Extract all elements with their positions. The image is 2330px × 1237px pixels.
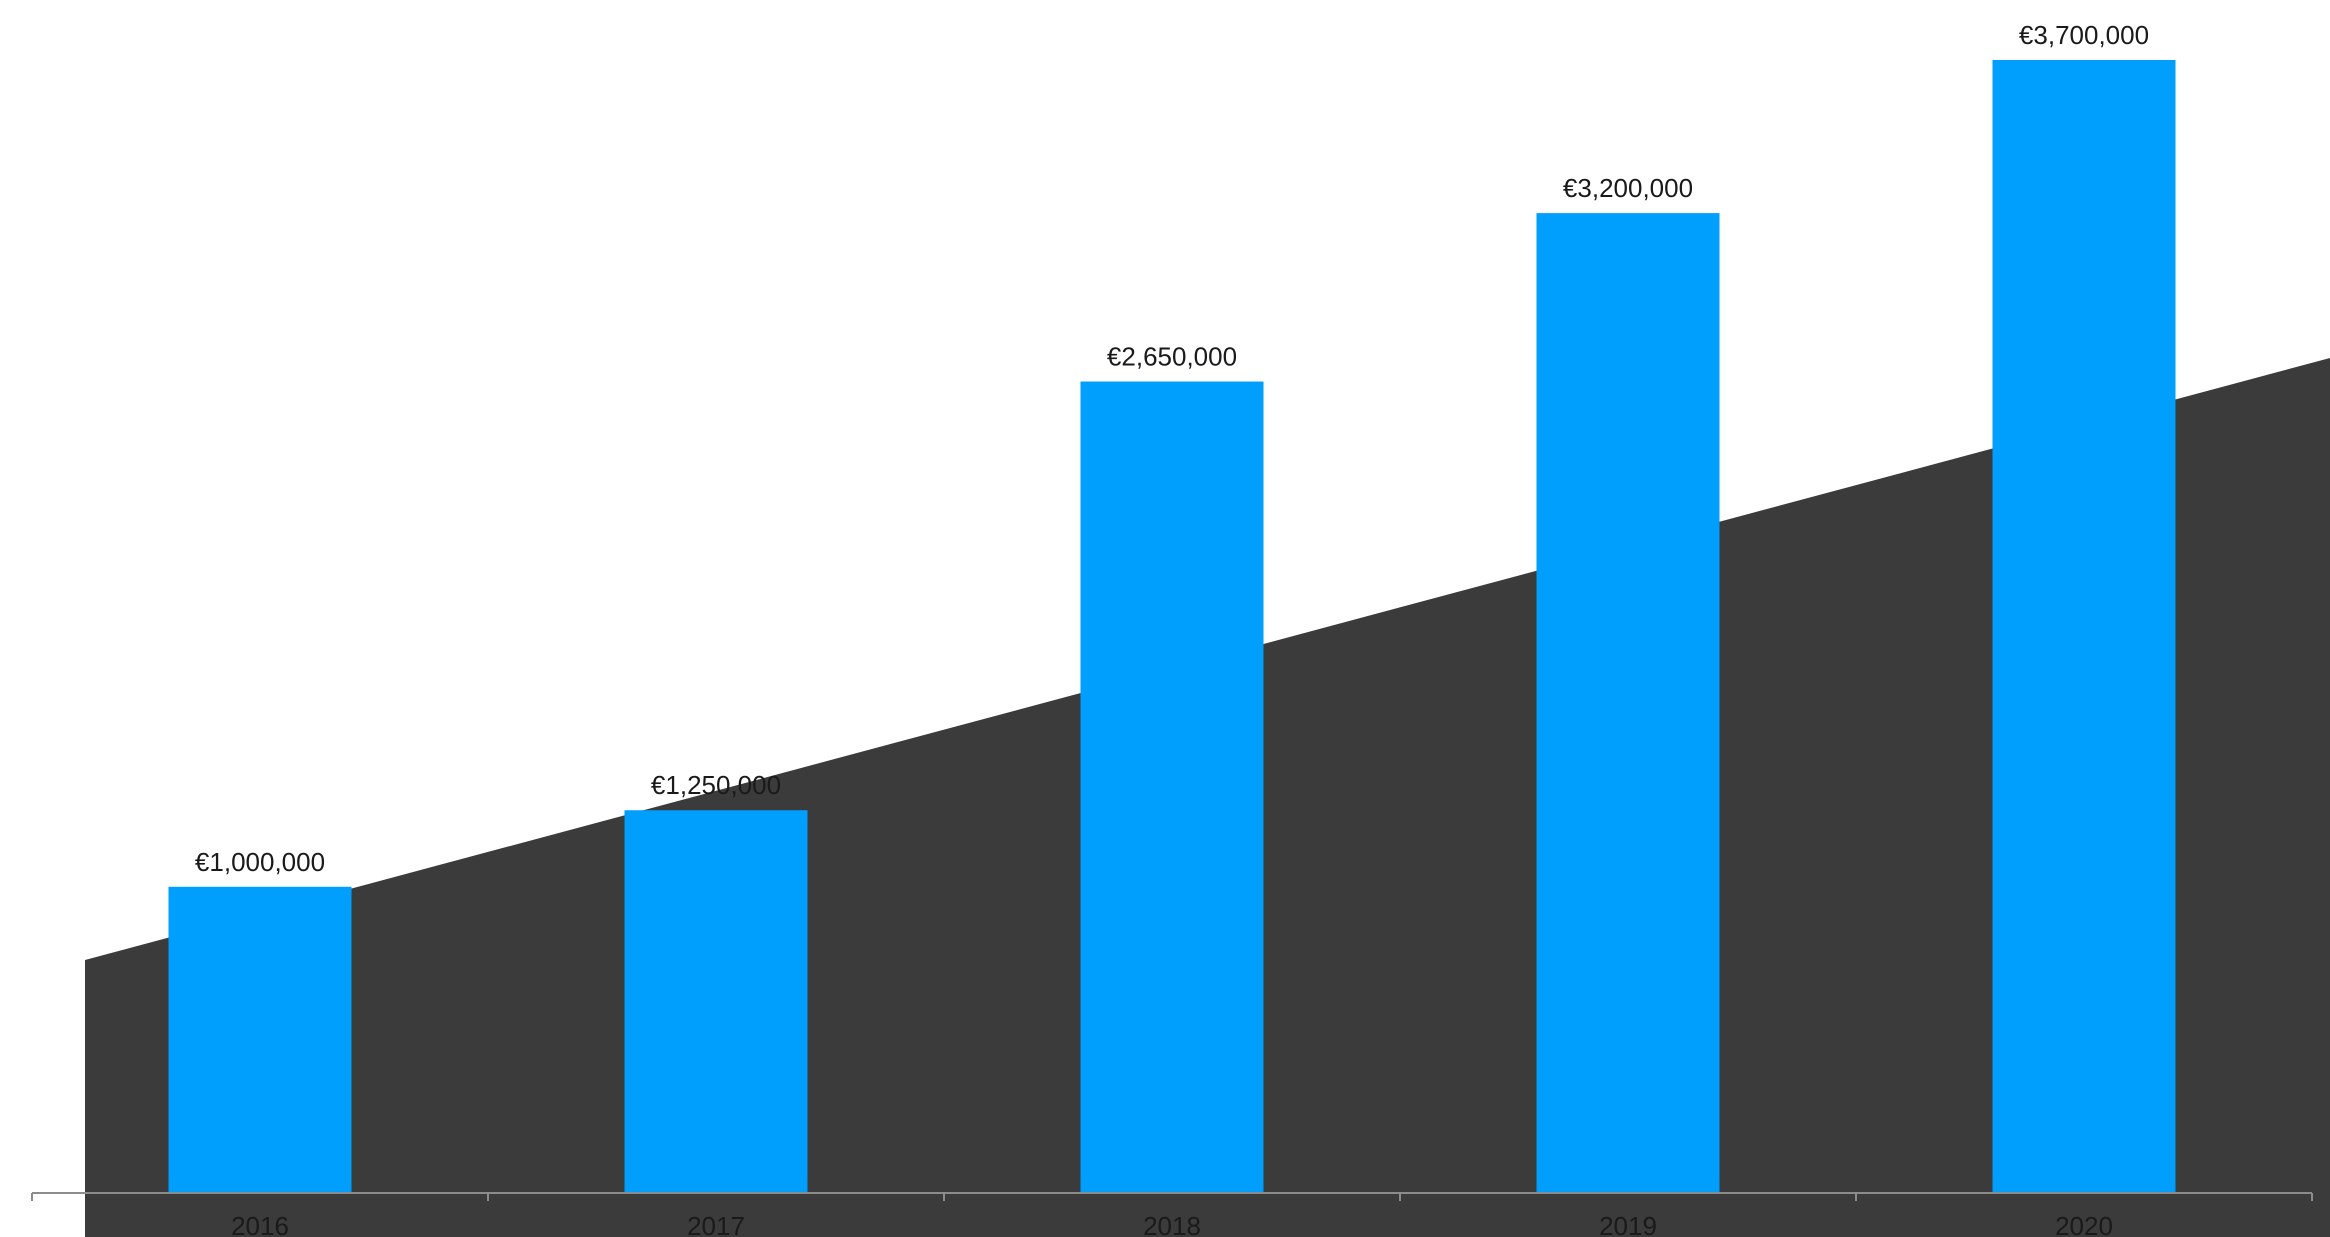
bar-2016 [168, 886, 352, 1193]
value-labels-group: €1,000,000 €1,250,000 €2,650,000 €3,200,000… [195, 20, 2149, 877]
x-tick-label-2019: 2019 [1599, 1211, 1657, 1237]
x-axis-ticks [31, 1193, 2313, 1201]
x-tick-label-2017: 2017 [687, 1211, 745, 1237]
bar-2018 [1080, 381, 1264, 1193]
data-label-2017: €1,250,000 [651, 770, 781, 800]
x-axis-tick-labels: 2016 2017 2018 2019 2020 [231, 1211, 2113, 1237]
bar-2020 [1992, 60, 2176, 1193]
data-label-2020: €3,700,000 [2019, 20, 2149, 50]
data-label-2016: €1,000,000 [195, 847, 325, 877]
data-label-2018: €2,650,000 [1107, 342, 1237, 372]
data-label-2019: €3,200,000 [1563, 173, 1693, 203]
x-tick-label-2016: 2016 [231, 1211, 289, 1237]
bars-group [168, 60, 2176, 1194]
bar-2017 [624, 810, 808, 1193]
bar-2019 [1536, 213, 1720, 1194]
x-tick-label-2020: 2020 [2055, 1211, 2113, 1237]
x-tick-label-2018: 2018 [1143, 1211, 1201, 1237]
chart-title: Ciclo Ricchezza Ventura — 2016 – 2020 [0, 0, 2330, 18]
